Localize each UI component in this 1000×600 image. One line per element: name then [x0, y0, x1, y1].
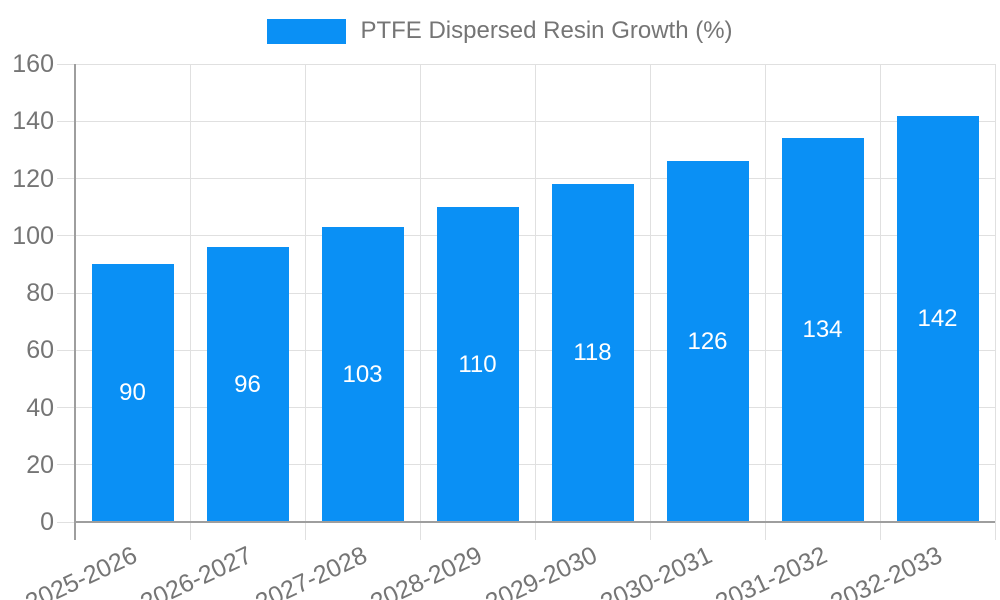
legend-label: PTFE Dispersed Resin Growth (%) [360, 17, 733, 44]
x-tick-label: 2025-2026 [21, 541, 142, 600]
bar-2028-2029: 110 [436, 207, 519, 522]
x-tick [419, 522, 421, 540]
x-tick-label: 2032-2033 [826, 541, 947, 600]
y-tick [57, 521, 75, 523]
x-gridline [649, 64, 651, 522]
bar-value-label: 142 [917, 304, 958, 332]
bar-value-label: 96 [234, 370, 261, 398]
bar-2026-2027: 96 [206, 247, 289, 522]
bar-value-label: 126 [687, 327, 728, 355]
x-tick [764, 522, 766, 540]
y-tick [57, 464, 75, 466]
y-tick-label: 40 [26, 393, 54, 422]
chart-legend: PTFE Dispersed Resin Growth (%) [0, 17, 1000, 45]
x-tick-label: 2026-2027 [136, 541, 257, 600]
x-gridline [189, 64, 191, 522]
y-tick [57, 407, 75, 408]
x-tick-label: 2030-2031 [596, 541, 717, 600]
y-tick-label: 80 [26, 279, 54, 307]
y-tick-label: 160 [12, 50, 54, 78]
bar-2029-2030: 118 [551, 184, 634, 522]
x-gridline [764, 64, 766, 522]
x-tick [994, 522, 996, 540]
x-tick [304, 522, 306, 540]
x-tick [879, 522, 881, 540]
y-tick [57, 120, 75, 122]
bar-2025-2026: 90 [91, 264, 174, 522]
y-tick-label: 20 [26, 450, 54, 479]
x-tick-label: 2031-2032 [711, 541, 832, 600]
bar-value-label: 103 [342, 360, 383, 388]
x-tick-label: 2027-2028 [251, 541, 372, 600]
x-tick [534, 522, 536, 540]
x-gridline [304, 64, 306, 522]
y-tick-label: 0 [40, 508, 54, 536]
x-tick-label: 2029-2030 [481, 541, 602, 600]
x-axis-line [75, 521, 995, 523]
x-gridline [534, 64, 536, 522]
y-tick-label: 100 [12, 221, 54, 250]
x-gridline [879, 64, 881, 522]
y-tick-label: 120 [12, 164, 54, 193]
bar-2027-2028: 103 [321, 227, 404, 522]
x-tick-label: 2028-2029 [366, 541, 487, 600]
bar-value-label: 118 [573, 339, 612, 367]
bar-2030-2031: 126 [666, 161, 749, 522]
bar-value-label: 90 [119, 379, 146, 407]
bar-2032-2033: 142 [896, 115, 979, 522]
y-tick [57, 235, 75, 237]
x-tick [649, 522, 651, 540]
bar-value-label: 134 [802, 316, 843, 344]
y-axis-line [74, 64, 76, 540]
x-gridline [994, 64, 996, 522]
y-tick [57, 178, 75, 179]
bar-value-label: 110 [458, 350, 497, 378]
y-tick [57, 349, 75, 351]
bar-2031-2032: 134 [781, 138, 864, 522]
y-tick [57, 292, 75, 294]
x-gridline [419, 64, 421, 522]
y-tick-label: 140 [12, 107, 54, 136]
y-tick-label: 60 [26, 336, 54, 365]
y-tick [57, 63, 75, 65]
x-tick [189, 522, 191, 540]
legend-swatch [267, 18, 347, 44]
